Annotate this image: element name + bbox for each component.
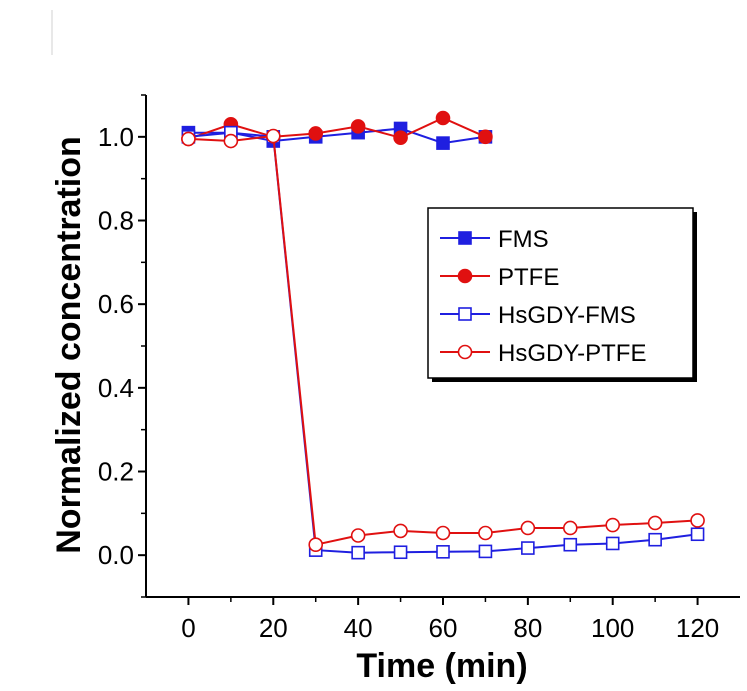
data-point [350,528,366,543]
data-point [521,541,535,555]
data-point [457,344,473,360]
data-point [435,110,451,126]
data-point [436,136,450,150]
x-tick-label: 0 [181,613,195,643]
legend-label: PTFE [498,264,559,291]
legend-item: FMS [440,226,549,253]
x-tick-label: 120 [676,613,719,643]
x-tick-label: 40 [344,613,373,643]
data-point [563,537,578,552]
legend: FMS PTFE HsGDY-FMS HsGDY-PTFE [427,207,697,382]
y-axis-ticks: 0.0 0.2 0.4 0.6 0.8 1.0 [98,94,146,598]
data-point [478,544,493,559]
x-axis-ticks: 0 20 40 60 80 100 120 [181,597,719,643]
data-point [605,517,621,533]
data-point [647,515,663,531]
data-point [393,523,408,539]
x-tick-label: 100 [591,613,634,643]
data-point [393,545,408,560]
x-tick-label: 20 [259,613,288,643]
legend-label: HsGDY-FMS [498,302,636,329]
y-tick-label: 0.8 [98,206,134,236]
legend-label: FMS [498,226,549,253]
y-axis-title: Normalized concentration [50,136,88,554]
data-point [350,119,366,134]
x-tick-label: 60 [429,613,458,643]
data-point [436,545,450,559]
y-tick-label: 0.2 [98,457,134,487]
data-point [393,130,408,145]
data-point [351,545,365,560]
data-point [478,129,493,145]
series-hsgdy-ptfe [181,128,705,553]
data-point [308,537,324,553]
data-point [308,126,324,141]
data-point [223,133,239,149]
y-tick-label: 1.0 [98,122,134,152]
data-point [520,520,536,536]
data-point [605,536,620,551]
data-point [435,525,451,541]
data-point [562,520,578,536]
data-point [458,307,472,321]
data-point [458,231,472,245]
legend-box [427,207,694,379]
y-tick-label: 0.6 [98,289,134,319]
data-point [181,131,196,147]
data-point [265,128,281,144]
legend-item: HsGDY-FMS [440,302,636,329]
legend-label: HsGDY-PTFE [498,340,646,367]
data-point [690,513,705,528]
data-point [478,525,493,541]
y-tick-label: 0.4 [98,373,134,403]
data-point [457,268,473,284]
x-axis-title: Time (min) [356,647,527,685]
data-point [690,527,705,542]
legend-item: HsGDY-PTFE [440,340,646,367]
y-tick-label: 0.0 [98,540,134,570]
x-tick-label: 80 [513,613,542,643]
series-line [188,116,486,140]
data-point [648,532,662,547]
legend-item: PTFE [440,264,559,291]
series-layer [181,110,705,560]
